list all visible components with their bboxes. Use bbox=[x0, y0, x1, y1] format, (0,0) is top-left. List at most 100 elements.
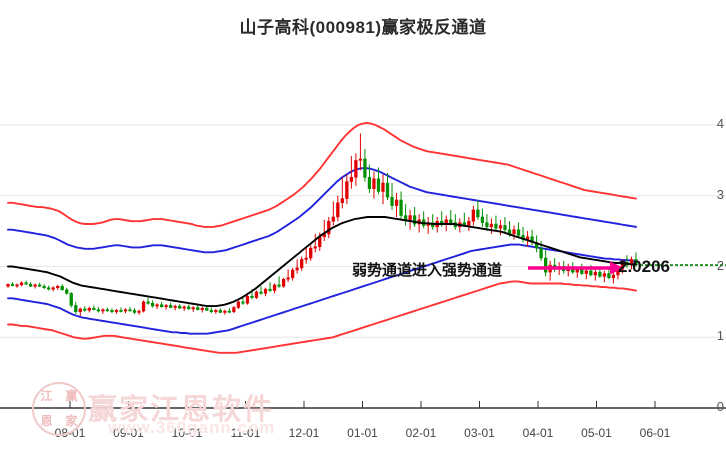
candlestick-group[interactable] bbox=[6, 133, 638, 317]
candle-body[interactable] bbox=[290, 269, 295, 279]
candle-body[interactable] bbox=[19, 282, 24, 286]
candle-body[interactable] bbox=[205, 307, 209, 311]
candle-body[interactable] bbox=[512, 229, 516, 235]
candle-body[interactable] bbox=[611, 274, 616, 279]
candle-body[interactable] bbox=[318, 236, 322, 247]
candle-body[interactable] bbox=[227, 310, 232, 313]
candle-body[interactable] bbox=[214, 310, 218, 313]
candle-body[interactable] bbox=[449, 219, 453, 223]
candle-body[interactable] bbox=[327, 220, 331, 235]
candle-body[interactable] bbox=[92, 307, 96, 310]
candle-body[interactable] bbox=[24, 282, 28, 285]
candle-body[interactable] bbox=[10, 283, 15, 286]
candle-body[interactable] bbox=[254, 291, 259, 298]
candle-body[interactable] bbox=[218, 310, 222, 313]
candle-body[interactable] bbox=[580, 269, 584, 274]
candle-body[interactable] bbox=[304, 257, 308, 260]
candle-body[interactable] bbox=[42, 286, 46, 288]
candle-body[interactable] bbox=[281, 278, 286, 287]
candle-body[interactable] bbox=[480, 216, 485, 223]
candle-body[interactable] bbox=[155, 304, 159, 307]
chart-plot-area[interactable] bbox=[0, 55, 726, 410]
candle-body[interactable] bbox=[272, 284, 277, 291]
candle-body[interactable] bbox=[78, 308, 82, 313]
candle-body[interactable] bbox=[69, 293, 73, 306]
candle-body[interactable] bbox=[137, 310, 141, 313]
candle-body[interactable] bbox=[187, 306, 191, 310]
candle-body[interactable] bbox=[309, 247, 313, 259]
candle-body[interactable] bbox=[498, 225, 503, 229]
candle-body[interactable] bbox=[169, 305, 173, 308]
candle-body[interactable] bbox=[394, 199, 399, 206]
candle-body[interactable] bbox=[399, 199, 403, 216]
candle-body[interactable] bbox=[376, 178, 381, 192]
candle-body[interactable] bbox=[110, 310, 114, 313]
candle-body[interactable] bbox=[56, 286, 60, 288]
candle-body[interactable] bbox=[83, 308, 87, 311]
candle-body[interactable] bbox=[236, 301, 241, 308]
candle-body[interactable] bbox=[467, 220, 471, 226]
candle-body[interactable] bbox=[584, 270, 588, 274]
candle-body[interactable] bbox=[598, 271, 602, 277]
candle-body[interactable] bbox=[620, 262, 625, 270]
candle-body[interactable] bbox=[33, 284, 37, 287]
candle-body[interactable] bbox=[15, 284, 19, 287]
candle-body[interactable] bbox=[268, 288, 272, 291]
candle-body[interactable] bbox=[345, 181, 349, 199]
candle-body[interactable] bbox=[589, 270, 593, 276]
candle-body[interactable] bbox=[363, 158, 367, 178]
candle-body[interactable] bbox=[295, 267, 299, 271]
candle-body[interactable] bbox=[489, 223, 494, 228]
candle-body[interactable] bbox=[372, 178, 376, 189]
candle-body[interactable] bbox=[132, 310, 137, 313]
candle-body[interactable] bbox=[200, 307, 204, 310]
candle-body[interactable] bbox=[182, 306, 186, 309]
candle-body[interactable] bbox=[47, 287, 51, 290]
candle-body[interactable] bbox=[354, 160, 358, 178]
candle-body[interactable] bbox=[381, 182, 385, 192]
candle-body[interactable] bbox=[277, 284, 281, 287]
candle-body[interactable] bbox=[101, 309, 105, 312]
candle-body[interactable] bbox=[367, 177, 372, 189]
candle-body[interactable] bbox=[300, 259, 304, 269]
candle-body[interactable] bbox=[503, 225, 507, 230]
candle-body[interactable] bbox=[51, 287, 55, 290]
candle-body[interactable] bbox=[65, 289, 69, 294]
candle-body[interactable] bbox=[476, 209, 480, 218]
candle-body[interactable] bbox=[119, 310, 123, 312]
candle-body[interactable] bbox=[173, 305, 177, 308]
candle-body[interactable] bbox=[593, 271, 597, 276]
candle-body[interactable] bbox=[74, 305, 78, 313]
candle-body[interactable] bbox=[241, 301, 245, 304]
candle-body[interactable] bbox=[331, 216, 335, 222]
candle-body[interactable] bbox=[191, 307, 195, 310]
candle-body[interactable] bbox=[313, 246, 317, 249]
candle-body[interactable] bbox=[37, 284, 42, 287]
candle-body[interactable] bbox=[263, 288, 268, 294]
candle-body[interactable] bbox=[336, 202, 340, 218]
candle-body[interactable] bbox=[164, 305, 168, 308]
candle-body[interactable] bbox=[60, 286, 64, 291]
candle-body[interactable] bbox=[607, 273, 611, 279]
candle-body[interactable] bbox=[349, 177, 354, 182]
candle-body[interactable] bbox=[544, 257, 548, 273]
candle-body[interactable] bbox=[245, 295, 250, 304]
candle-body[interactable] bbox=[123, 309, 128, 312]
candle-body[interactable] bbox=[385, 182, 390, 198]
candle-body[interactable] bbox=[114, 310, 119, 313]
candle-body[interactable] bbox=[286, 277, 290, 280]
candle-body[interactable] bbox=[485, 222, 489, 228]
candle-body[interactable] bbox=[259, 291, 263, 294]
candle-body[interactable] bbox=[96, 309, 101, 312]
candle-body[interactable] bbox=[340, 198, 344, 204]
candle-body[interactable] bbox=[223, 310, 227, 313]
candle-body[interactable] bbox=[159, 304, 164, 308]
candle-body[interactable] bbox=[390, 196, 394, 206]
candle-body[interactable] bbox=[196, 307, 200, 310]
candle-body[interactable] bbox=[209, 310, 213, 313]
candle-body[interactable] bbox=[250, 295, 254, 298]
candle-body[interactable] bbox=[146, 301, 150, 304]
candle-body[interactable] bbox=[87, 307, 91, 311]
candle-body[interactable] bbox=[128, 309, 132, 312]
candle-body[interactable] bbox=[28, 283, 33, 287]
